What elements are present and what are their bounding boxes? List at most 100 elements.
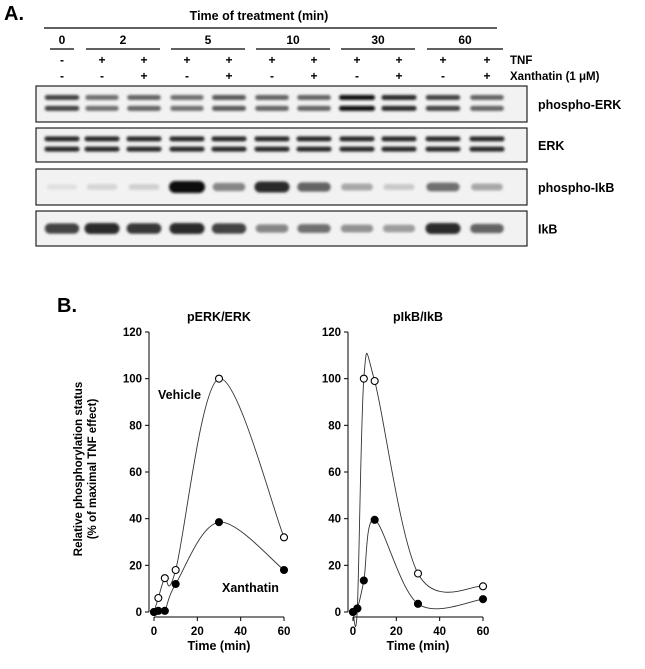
blot-band bbox=[170, 95, 204, 101]
time-point-label: 10 bbox=[286, 33, 300, 47]
blot-band bbox=[339, 95, 375, 101]
blot-band bbox=[84, 223, 120, 234]
blot-band bbox=[297, 182, 331, 192]
y-tick-label: 80 bbox=[328, 420, 341, 432]
tnf-sign: + bbox=[310, 53, 317, 67]
xanthatin-point bbox=[154, 606, 163, 615]
xanthatin-point bbox=[214, 518, 224, 527]
vehicle-point bbox=[154, 593, 163, 603]
blot-band bbox=[381, 136, 417, 142]
blot-band bbox=[44, 223, 80, 234]
y-tick-label: 40 bbox=[328, 514, 341, 526]
tnf-row-label: TNF bbox=[510, 55, 532, 67]
tnf-sign: + bbox=[395, 53, 402, 67]
x-tick-label: 20 bbox=[390, 626, 403, 638]
time-point-label: 30 bbox=[371, 33, 385, 47]
blot-band bbox=[170, 105, 204, 111]
x-tick-label: 40 bbox=[433, 626, 446, 638]
xanthatin-point bbox=[160, 606, 169, 615]
blot-band bbox=[470, 95, 504, 101]
tnf-sign: + bbox=[183, 53, 190, 67]
tnf-sign: + bbox=[439, 53, 446, 67]
xanthatin-point bbox=[171, 579, 180, 589]
blot-label: phospho-ERK bbox=[538, 98, 621, 112]
y-tick-label: 100 bbox=[123, 374, 142, 386]
x-axis-label: Time (min) bbox=[188, 639, 251, 653]
y-tick-label: 120 bbox=[123, 327, 142, 339]
xanthatin-point bbox=[370, 515, 379, 524]
vehicle-point bbox=[160, 574, 169, 583]
blot-band bbox=[383, 183, 415, 191]
western-blots: phospho-ERK ERK phospho-IkB IkB bbox=[35, 85, 621, 247]
time-point-label: 5 bbox=[205, 33, 212, 47]
blot-band bbox=[211, 146, 247, 152]
tnf-sign: - bbox=[60, 53, 64, 67]
blot-band bbox=[127, 95, 161, 101]
blot-band bbox=[341, 183, 373, 191]
x-axis-label: Time (min) bbox=[387, 639, 450, 653]
x-tick-label: 20 bbox=[191, 626, 204, 638]
blot-band bbox=[255, 95, 289, 101]
blot-band bbox=[296, 146, 332, 152]
blot-band bbox=[169, 181, 205, 193]
y-tick-label: 60 bbox=[328, 467, 341, 479]
blot-frame bbox=[35, 127, 528, 163]
x-tick-label: 60 bbox=[278, 626, 291, 638]
blot-band bbox=[44, 95, 80, 101]
vehicle-point bbox=[413, 569, 423, 578]
blot-band bbox=[296, 136, 332, 142]
blot-band bbox=[44, 146, 80, 152]
y-tick-label: 100 bbox=[322, 374, 341, 386]
blot-band bbox=[255, 105, 289, 111]
blot-band bbox=[86, 184, 118, 190]
blot-band bbox=[211, 223, 247, 234]
tnf-sign: + bbox=[483, 53, 490, 67]
treatment-signs: - + + + + + + + + + + - - + - + - + - + - + bbox=[60, 53, 491, 83]
xanthatin-sign: + bbox=[310, 69, 317, 83]
xanthatin-sign: + bbox=[395, 69, 402, 83]
blot-band bbox=[46, 184, 78, 190]
xanthatin-sign: - bbox=[270, 69, 274, 83]
blot-band bbox=[469, 146, 505, 152]
vehicle-point bbox=[214, 374, 224, 383]
blot-band bbox=[297, 105, 331, 111]
xanthatin-point bbox=[353, 604, 362, 613]
blot-band bbox=[339, 136, 375, 142]
blot-band bbox=[340, 224, 374, 233]
blot-band bbox=[381, 105, 417, 111]
y-tick-label: 120 bbox=[322, 327, 341, 339]
time-point-label: 60 bbox=[458, 33, 472, 47]
blot-band bbox=[469, 136, 505, 142]
blot-label: phospho-IkB bbox=[538, 181, 614, 195]
xanthatin-sign: + bbox=[225, 69, 232, 83]
blot-band bbox=[470, 223, 504, 234]
xanthatin-sign: - bbox=[185, 69, 189, 83]
blot-label: ERK bbox=[538, 139, 564, 153]
blot-band bbox=[297, 95, 331, 101]
blot-band bbox=[127, 105, 161, 111]
vehicle-point bbox=[359, 374, 368, 383]
xanthatin-sign: - bbox=[100, 69, 104, 83]
blot-band bbox=[297, 224, 331, 233]
chart-title: pIkB/IkB bbox=[393, 310, 443, 324]
tnf-sign: + bbox=[98, 53, 105, 67]
y-tick-label: 60 bbox=[129, 467, 142, 479]
xanthatin-sign: + bbox=[140, 69, 147, 83]
blot-band bbox=[339, 105, 375, 111]
blot-band bbox=[44, 136, 80, 142]
blot-band bbox=[471, 183, 503, 191]
tnf-sign: + bbox=[140, 53, 147, 67]
blot-band bbox=[254, 136, 290, 142]
panel-b-label: B. bbox=[57, 295, 77, 317]
x-tick-label: 0 bbox=[151, 626, 157, 638]
blot-label: IkB bbox=[538, 223, 557, 237]
blot-band bbox=[381, 95, 417, 101]
y-tick-label: 80 bbox=[129, 420, 142, 432]
blot-band bbox=[211, 136, 247, 142]
blot-band bbox=[85, 105, 119, 111]
time-point-label: 2 bbox=[120, 33, 127, 47]
y-axis-label-line1: Relative phosphorylation status bbox=[73, 382, 85, 556]
blot-band bbox=[169, 136, 205, 142]
blot-band bbox=[44, 105, 80, 111]
blot-band bbox=[470, 105, 504, 111]
